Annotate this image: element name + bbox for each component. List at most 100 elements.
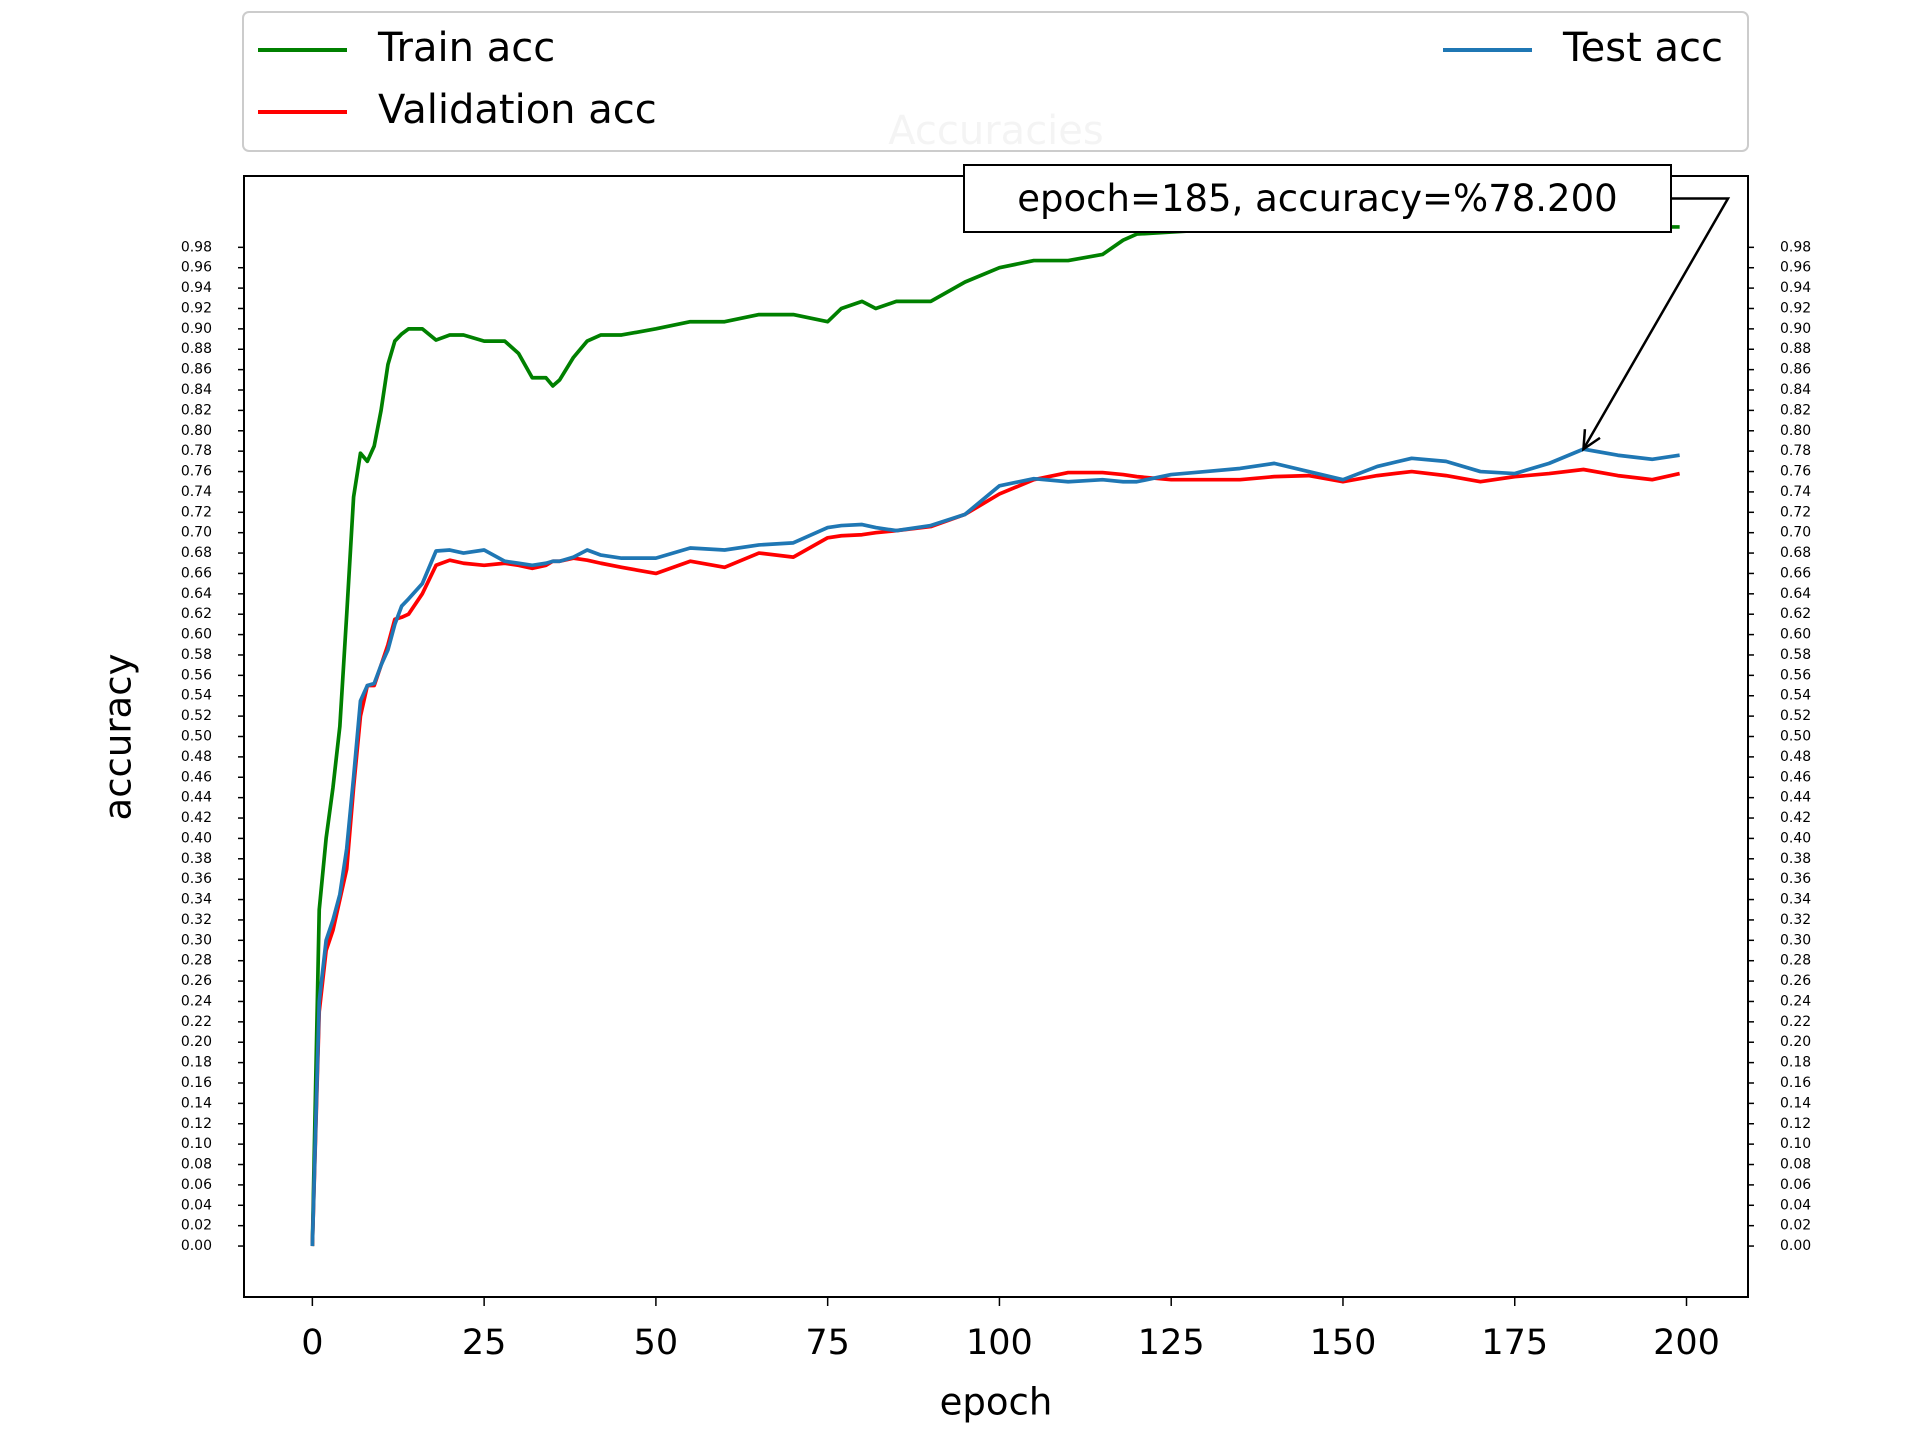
annotation-arrowhead (1582, 429, 1601, 452)
y-tick-label: 0.32 (181, 912, 212, 928)
y2-tick-label: 0.90 (1780, 321, 1811, 337)
y-tick-label: 0.48 (181, 749, 212, 765)
y2-tick-label: 0.30 (1780, 932, 1811, 948)
y2-tick-label: 0.42 (1780, 810, 1811, 826)
y-tick-label: 0.76 (181, 464, 212, 480)
plot-frame (243, 175, 1749, 1298)
y2-tick-label: 0.76 (1780, 464, 1811, 480)
y2-tick-label: 0.96 (1780, 260, 1811, 276)
x-tick-label: 75 (805, 1323, 850, 1363)
y-tick-label: 0.22 (181, 1014, 212, 1030)
y-tick-label: 0.26 (181, 973, 212, 989)
y2-tick-label: 0.18 (1780, 1055, 1811, 1071)
y-tick-label: 0.86 (181, 362, 212, 378)
y-tick-label: 0.14 (181, 1095, 212, 1111)
y-tick-label: 0.70 (181, 525, 212, 541)
y-tick-label: 0.90 (181, 321, 212, 337)
y2-tick-label: 0.24 (1780, 993, 1811, 1009)
y-tick-label: 0.54 (181, 688, 212, 704)
y-tick-label: 0.50 (181, 729, 212, 745)
y-tick-label: 0.38 (181, 851, 212, 867)
y-tick-label: 0.16 (181, 1075, 212, 1091)
x-tick-label: 100 (966, 1323, 1033, 1363)
y-tick-label: 0.40 (181, 830, 212, 846)
y2-tick-label: 0.38 (1780, 851, 1811, 867)
y-tick-label: 0.80 (181, 423, 212, 439)
y2-tick-label: 0.64 (1780, 586, 1811, 602)
y-tick-label: 0.72 (181, 504, 212, 520)
y-tick-label: 0.82 (181, 402, 212, 418)
y-tick-label: 0.34 (181, 892, 212, 908)
y-tick-label: 0.30 (181, 932, 212, 948)
y2-tick-label: 0.80 (1780, 423, 1811, 439)
y-tick-label: 0.08 (181, 1157, 212, 1173)
y2-tick-label: 0.66 (1780, 565, 1811, 581)
y2-tick-label: 0.94 (1780, 280, 1811, 296)
y2-tick-label: 0.98 (1780, 239, 1811, 255)
y2-tick-label: 0.88 (1780, 341, 1811, 357)
x-tick-label: 150 (1310, 1323, 1377, 1363)
x-tick-label: 25 (462, 1323, 507, 1363)
x-tick-label: 200 (1653, 1323, 1720, 1363)
y2-tick-label: 0.20 (1780, 1034, 1811, 1050)
y2-tick-label: 0.34 (1780, 892, 1811, 908)
series-line (310, 225, 1680, 1247)
y2-tick-label: 0.46 (1780, 769, 1811, 785)
y-tick-label: 0.44 (181, 790, 212, 806)
y-tick-label: 0.94 (181, 280, 212, 296)
y-tick-label: 0.56 (181, 667, 212, 683)
y-tick-label: 0.92 (181, 300, 212, 316)
y-tick-label: 0.42 (181, 810, 212, 826)
y-tick-label: 0.20 (181, 1034, 212, 1050)
y2-tick-label: 0.04 (1780, 1197, 1811, 1213)
x-tick-label: 125 (1138, 1323, 1205, 1363)
y-tick-label: 0.66 (181, 565, 212, 581)
y-tick-label: 0.36 (181, 871, 212, 887)
y2-tick-label: 0.60 (1780, 627, 1811, 643)
x-tick-label: 175 (1481, 1323, 1548, 1363)
annotation-box (963, 164, 1672, 233)
y2-tick-label: 0.86 (1780, 362, 1811, 378)
y-tick-label: 0.58 (181, 647, 212, 663)
y-tick-label: 0.24 (181, 993, 212, 1009)
y-tick-label: 0.46 (181, 769, 212, 785)
y-tick-label: 0.60 (181, 627, 212, 643)
series-line (310, 467, 1681, 1247)
y2-tick-label: 0.92 (1780, 300, 1811, 316)
y-tick-label: 0.18 (181, 1055, 212, 1071)
y2-tick-label: 0.62 (1780, 606, 1811, 622)
series-line (310, 447, 1680, 1247)
y2-tick-label: 0.08 (1780, 1157, 1811, 1173)
y2-tick-label: 0.72 (1780, 504, 1811, 520)
y2-tick-label: 0.06 (1780, 1177, 1811, 1193)
y2-tick-label: 0.40 (1780, 830, 1811, 846)
y2-tick-label: 0.50 (1780, 729, 1811, 745)
y2-tick-label: 0.44 (1780, 790, 1811, 806)
y2-tick-label: 0.78 (1780, 443, 1811, 459)
x-tick-label: 0 (301, 1323, 323, 1363)
legend-label: Test acc (1562, 25, 1723, 71)
y2-tick-label: 0.48 (1780, 749, 1811, 765)
y-tick-label: 0.52 (181, 708, 212, 724)
y2-tick-label: 0.26 (1780, 973, 1811, 989)
y-tick-label: 0.74 (181, 484, 212, 500)
y-tick-label: 0.98 (181, 239, 212, 255)
legend-label: Train acc (377, 25, 555, 71)
x-tick-label: 50 (634, 1323, 679, 1363)
y-tick-label: 0.04 (181, 1197, 212, 1213)
y-tick-label: 0.64 (181, 586, 212, 602)
y2-tick-label: 0.28 (1780, 953, 1811, 969)
y2-tick-label: 0.12 (1780, 1116, 1811, 1132)
y2-tick-label: 0.22 (1780, 1014, 1811, 1030)
y-tick-label: 0.96 (181, 260, 212, 276)
y-tick-label: 0.02 (181, 1218, 212, 1234)
y2-tick-label: 0.84 (1780, 382, 1811, 398)
legend-label: Validation acc (378, 87, 657, 133)
y2-tick-label: 0.00 (1780, 1238, 1811, 1254)
y2-tick-label: 0.68 (1780, 545, 1811, 561)
y-tick-label: 0.28 (181, 953, 212, 969)
x-axis-label: epoch (940, 1381, 1053, 1424)
y2-tick-label: 0.58 (1780, 647, 1811, 663)
